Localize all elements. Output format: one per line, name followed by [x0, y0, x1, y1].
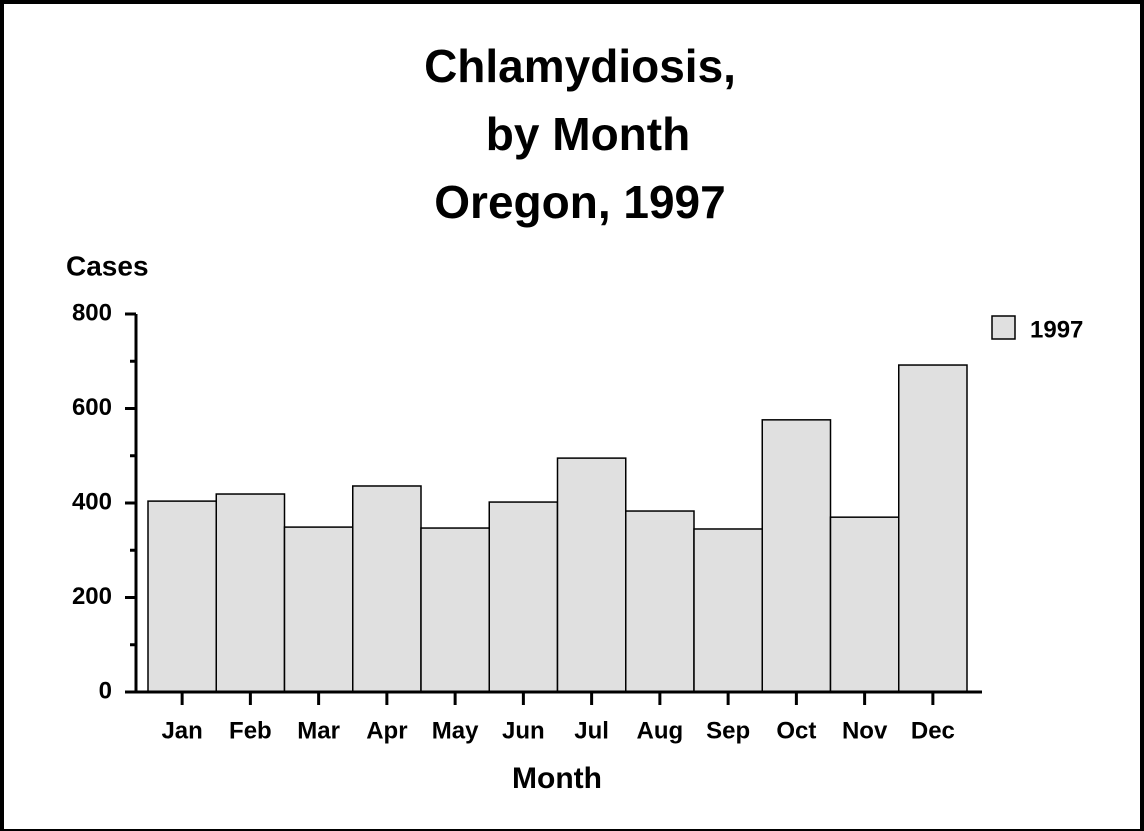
bar	[283, 526, 354, 693]
y-tick-label: 0	[99, 677, 112, 704]
x-tick-label: Nov	[842, 717, 888, 744]
bar	[693, 528, 763, 693]
bar	[625, 510, 695, 693]
y-tick-label: 200	[72, 583, 112, 610]
x-tick-label: Jan	[161, 717, 202, 744]
chart-title: by Month	[486, 108, 690, 160]
y-tick-label: 800	[72, 299, 112, 326]
x-tick-label: Sep	[706, 717, 750, 744]
x-tick-label: Dec	[911, 717, 955, 744]
y-axis-label: Cases	[66, 250, 149, 281]
legend-label: 1997	[1030, 316, 1083, 343]
chart-title: Chlamydiosis,	[424, 40, 736, 92]
bar	[352, 485, 422, 693]
y-tick-label: 400	[72, 488, 112, 515]
x-tick-label: Aug	[637, 717, 684, 744]
x-tick-label: Oct	[776, 717, 816, 744]
x-tick-label: Apr	[366, 717, 407, 744]
bar	[147, 500, 217, 693]
x-tick-label: Jul	[574, 717, 609, 744]
legend-swatch	[991, 315, 1016, 340]
x-tick-label: Feb	[229, 717, 272, 744]
bar	[556, 457, 627, 693]
x-tick-label: Mar	[297, 717, 340, 744]
x-tick-label: Jun	[502, 717, 545, 744]
bar	[829, 516, 900, 693]
bar	[488, 501, 559, 693]
chart-title: Oregon, 1997	[434, 176, 725, 228]
bar	[761, 419, 832, 693]
bar	[215, 493, 286, 693]
bar	[898, 364, 968, 693]
y-tick-label: 600	[72, 394, 112, 421]
x-axis-label: Month	[512, 762, 602, 795]
bar	[420, 527, 490, 693]
x-tick-label: May	[432, 717, 479, 744]
